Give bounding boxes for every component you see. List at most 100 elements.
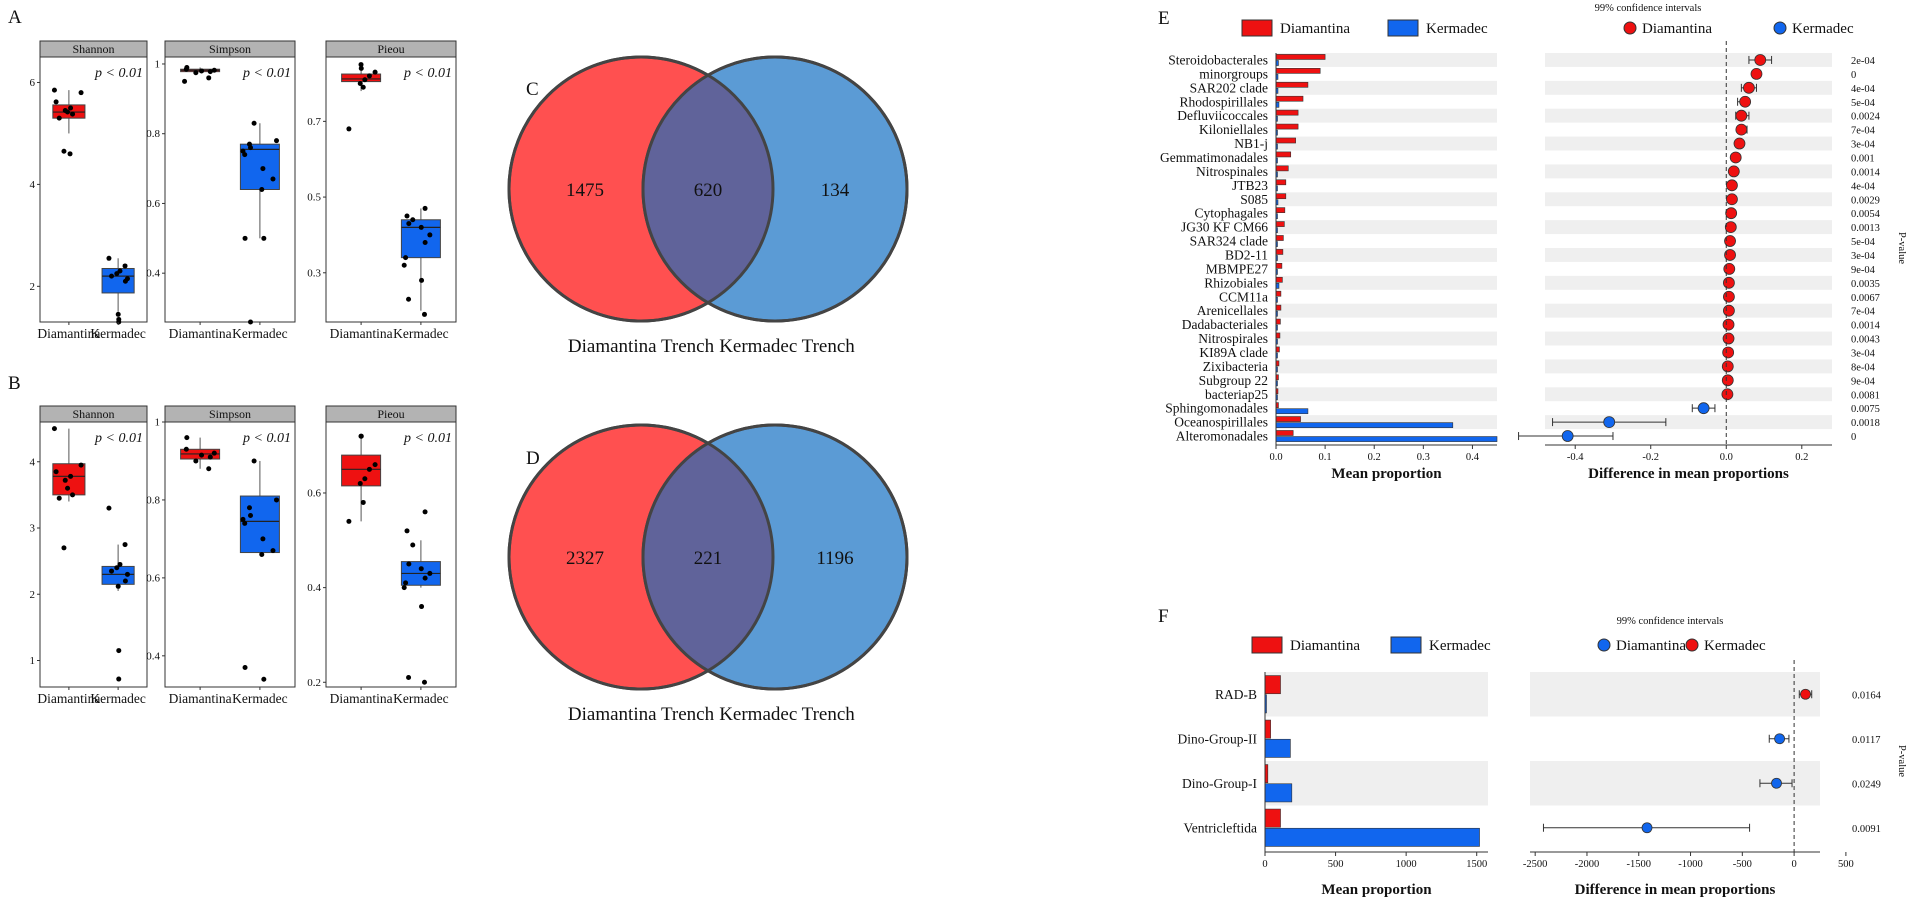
bar-diamantina: [1275, 290, 1282, 297]
data-point: [51, 87, 57, 93]
data-point: [372, 69, 378, 75]
data-point: [366, 73, 372, 79]
row-sar324-clade: SAR324 clade 5e-04: [1190, 234, 1876, 249]
p-value: 0.0164: [1852, 690, 1882, 701]
x-tick-label: Diamantina: [330, 691, 393, 706]
x-axis-title: Mean proportion: [1321, 882, 1432, 898]
row-stripe-left: [1276, 275, 1497, 290]
category-label: BD2-11: [1225, 247, 1268, 262]
data-point: [372, 462, 378, 468]
row-stripe-right: [1545, 136, 1832, 151]
x-tick-label: 0: [1791, 859, 1796, 870]
right-only-count: 134: [821, 180, 850, 201]
data-point: [211, 67, 217, 73]
category-label: Zixibacteria: [1203, 359, 1268, 374]
x-tick-label: 0.1: [1319, 452, 1332, 463]
y-tick-label: 0.5: [307, 192, 321, 204]
x-tick-label: 0.3: [1417, 452, 1430, 463]
data-point: [122, 278, 128, 284]
row-arenicellales: Arenicellales 7e-04: [1197, 303, 1876, 318]
category-label: Kiloniellales: [1199, 122, 1268, 137]
data-point: [251, 120, 257, 126]
diff-point: [1721, 388, 1734, 401]
bar-kermadec: [1275, 436, 1498, 442]
p-value: 0.0043: [1851, 335, 1880, 346]
row-ki89a-clade: KI89A clade 3e-04: [1199, 345, 1875, 360]
data-point: [56, 115, 62, 121]
row-sphingomonadales: Sphingomonadales 0.0075: [1165, 401, 1880, 416]
venn-overlap: [643, 57, 773, 321]
box: [239, 143, 280, 190]
data-point: [274, 138, 280, 144]
p-value: p < 0.01: [242, 66, 291, 81]
bar-diamantina: [1275, 430, 1294, 436]
diff-point: [1721, 374, 1734, 387]
category-label: KI89A clade: [1199, 345, 1268, 360]
diff-point: [1697, 402, 1710, 415]
data-point: [421, 311, 427, 317]
data-point: [109, 273, 115, 279]
data-point: [122, 578, 128, 584]
x-tick-label: -0.4: [1567, 452, 1584, 463]
y-tick-label: 2: [30, 281, 36, 293]
row-stripe-right: [1545, 108, 1832, 123]
category-label: NB1-j: [1234, 136, 1268, 151]
p-value: 0: [1851, 70, 1856, 81]
category-label: Sphingomonadales: [1165, 401, 1268, 416]
p-value: 0.001: [1851, 153, 1875, 164]
data-point: [403, 255, 409, 261]
data-point: [418, 566, 424, 572]
diff-point: [1754, 54, 1767, 66]
data-point: [401, 585, 407, 591]
diff-point: [1743, 81, 1755, 94]
row-stripe-right: [1545, 415, 1832, 430]
x-tick-label: Diamantina: [169, 691, 232, 706]
data-point: [419, 277, 425, 283]
p-value: p < 0.01: [242, 431, 291, 446]
x-tick-label: Diamantina: [37, 691, 100, 706]
p-value: 0.0067: [1851, 293, 1880, 304]
diff-point: [1726, 179, 1738, 192]
venn-right-outline: [641, 55, 909, 323]
bar-kermadec: [1275, 408, 1309, 415]
p-value: 0.0091: [1852, 824, 1881, 835]
row-stripe-right: [1545, 359, 1832, 374]
data-point: [261, 235, 267, 241]
data-point: [406, 296, 412, 302]
row-stripe-left: [1276, 359, 1497, 374]
x-tick-label: -1500: [1627, 859, 1652, 870]
data-point: [346, 126, 352, 132]
left-set-label: Diamantina Trench: [568, 704, 715, 725]
panel-e: E Diamantina Kermadec 99% confidence interv…: [1158, 3, 1907, 482]
category-label: bacteriap25: [1205, 387, 1268, 402]
data-point: [404, 213, 410, 219]
bar-diamantina: [1275, 137, 1296, 144]
p-value: 0.0075: [1851, 404, 1880, 415]
data-point: [53, 469, 59, 475]
category-label: Arenicellales: [1197, 303, 1268, 318]
p-value: 7e-04: [1851, 307, 1876, 318]
legend-dot: [1685, 638, 1699, 652]
row-bd2-11: BD2-11 3e-04: [1225, 247, 1876, 262]
p-value: 0.0024: [1851, 112, 1881, 123]
bar-diamantina: [1275, 318, 1281, 325]
row-mbmpe27: MBMPE27 9e-04: [1206, 261, 1876, 276]
data-point: [182, 78, 188, 84]
p-value: 3e-04: [1851, 251, 1876, 262]
data-point: [116, 676, 122, 682]
x-axis-title: Difference in mean proportions: [1588, 466, 1789, 482]
row-stripe-right: [1545, 275, 1832, 290]
box-kermadec: [400, 509, 441, 685]
p-value: p < 0.01: [94, 66, 143, 81]
bar-diamantina: [1275, 207, 1286, 213]
ci-title: 99% confidence intervals: [1595, 3, 1702, 14]
data-point: [70, 111, 76, 117]
category-label: Rhizobiales: [1204, 275, 1268, 290]
category-label: Oceanospirillales: [1174, 415, 1268, 430]
data-point: [199, 68, 205, 74]
p-value: 2e-04: [1851, 56, 1876, 67]
x-axis-title: Mean proportion: [1331, 466, 1442, 482]
row-stripe-left: [1276, 303, 1497, 318]
category-label: Dino-Group-II: [1178, 731, 1258, 746]
